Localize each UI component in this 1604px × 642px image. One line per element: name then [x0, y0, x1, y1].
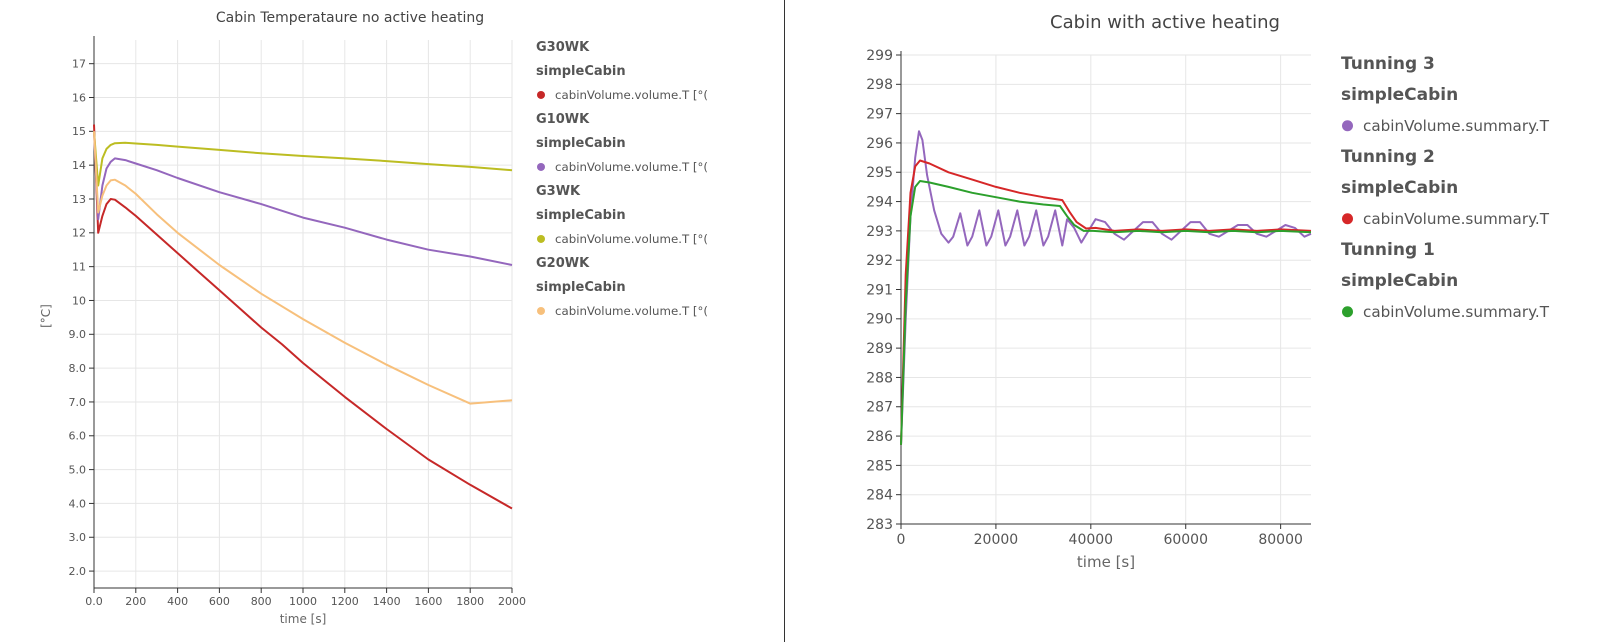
x-axis-label: time [s] — [280, 612, 327, 626]
legend[interactable]: Tunning 3 simpleCabin cabinVolume.summary.… — [1341, 54, 1550, 321]
y-tick-label: 295 — [866, 165, 893, 181]
series-line-2 — [93, 131, 513, 187]
plot-area: 0.0 200 400 600 800 1000 1200 1400 1600 1800 2000 2… — [69, 36, 526, 608]
y-tick-label: 16 — [72, 91, 86, 104]
y-tick-label: 10 — [72, 294, 86, 307]
y-tick-label: 294 — [866, 194, 893, 210]
legend-group-label: G3WK — [536, 184, 581, 199]
y-tick-label: 284 — [866, 488, 893, 504]
x-tick-label: 40000 — [1069, 532, 1114, 548]
y-tick-label: 4.0 — [69, 497, 87, 510]
legend-subgroup-label: simpleCabin — [536, 208, 626, 223]
y-tick-label: 297 — [866, 107, 893, 123]
y-tick-label: 291 — [866, 282, 893, 298]
legend[interactable]: G30WK simpleCabin cabinVolume.volume.T [°(… — [536, 40, 708, 318]
x-axis-label: time [s] — [1077, 553, 1135, 571]
y-tick-label: 285 — [866, 458, 893, 474]
y-tick-label: 286 — [866, 429, 893, 445]
y-tick-label: 296 — [866, 136, 893, 152]
x-tick-label: 60000 — [1163, 532, 1208, 548]
y-tick-label: 283 — [866, 517, 893, 533]
x-tick-label: 1400 — [373, 595, 401, 608]
y-axis-label: [°C] — [39, 304, 53, 328]
x-tick-label: 200 — [125, 595, 146, 608]
legend-marker[interactable] — [1342, 306, 1353, 318]
legend-subgroup-label: simpleCabin — [536, 64, 626, 79]
chart-no-active-heating: Cabin Temperataure no active heating [°C… — [39, 10, 708, 626]
legend-marker[interactable] — [537, 162, 545, 171]
legend-item-label[interactable]: cabinVolume.volume.T [°( — [555, 160, 708, 174]
chart-title: Cabin with active heating — [1050, 12, 1280, 33]
legend-marker[interactable] — [537, 234, 545, 243]
y-tick-label: 13 — [72, 193, 86, 206]
series-line-1 — [900, 159, 1312, 445]
x-tick-label: 80000 — [1258, 532, 1303, 548]
legend-item-label[interactable]: cabinVolume.summary.T — [1363, 117, 1550, 135]
legend-subgroup-label: simpleCabin — [536, 136, 626, 151]
x-tick-label: 1600 — [414, 595, 442, 608]
legend-group-label: Tunning 2 — [1341, 147, 1435, 167]
legend-item-label[interactable]: cabinVolume.volume.T [°( — [555, 232, 708, 246]
x-tick-label: 0 — [897, 532, 906, 548]
x-tick-label: 1800 — [456, 595, 484, 608]
chart-active-heating: Cabin with active heating time [s] 0 2000… — [866, 12, 1550, 571]
legend-marker[interactable] — [537, 306, 545, 315]
y-tick-label: 11 — [72, 260, 86, 273]
legend-marker[interactable] — [1342, 213, 1353, 225]
x-tick-label: 20000 — [974, 532, 1019, 548]
x-tick-label: 400 — [167, 595, 188, 608]
y-tick-label: 287 — [866, 400, 893, 416]
series-line-1 — [93, 131, 513, 266]
legend-marker[interactable] — [537, 90, 545, 99]
legend-subgroup-label: simpleCabin — [536, 280, 626, 295]
x-tick-label: 1200 — [331, 595, 359, 608]
legend-group-label: G20WK — [536, 256, 590, 271]
legend-item-label[interactable]: cabinVolume.summary.T — [1363, 210, 1550, 228]
legend-marker[interactable] — [1342, 120, 1353, 132]
y-tick-label: 289 — [866, 341, 893, 357]
x-tick-label: 800 — [251, 595, 272, 608]
y-tick-label: 8.0 — [69, 362, 87, 375]
x-tick-label: 0.0 — [85, 595, 103, 608]
y-tick-label: 17 — [72, 58, 86, 71]
legend-item-label[interactable]: cabinVolume.volume.T [°( — [555, 88, 708, 102]
y-tick-label: 290 — [866, 312, 893, 328]
legend-group-label: Tunning 3 — [1341, 54, 1435, 74]
y-tick-label: 293 — [866, 224, 893, 240]
legend-subgroup-label: simpleCabin — [1341, 271, 1458, 291]
y-tick-label: 5.0 — [69, 463, 87, 476]
series-line-3 — [93, 131, 513, 405]
y-tick-label: 3.0 — [69, 531, 87, 544]
legend-group-label: Tunning 1 — [1341, 240, 1435, 260]
legend-group-label: G30WK — [536, 40, 590, 55]
plot-area: 0 20000 40000 60000 80000 283 284 285 286 287 288 2… — [866, 48, 1312, 548]
series-line-2 — [900, 180, 1312, 445]
series-line-0 — [93, 124, 513, 510]
x-tick-label: 2000 — [498, 595, 526, 608]
y-tick-label: 9.0 — [69, 328, 87, 341]
y-tick-label: 288 — [866, 370, 893, 386]
x-tick-label: 600 — [209, 595, 230, 608]
legend-subgroup-label: simpleCabin — [1341, 178, 1458, 198]
y-tick-label: 14 — [72, 159, 86, 172]
series-line-0 — [900, 130, 1312, 445]
panel-divider — [784, 0, 785, 642]
y-tick-label: 2.0 — [69, 565, 87, 578]
y-tick-label: 7.0 — [69, 396, 87, 409]
legend-item-label[interactable]: cabinVolume.volume.T [°( — [555, 304, 708, 318]
y-tick-label: 12 — [72, 227, 86, 240]
x-tick-label: 1000 — [289, 595, 317, 608]
legend-subgroup-label: simpleCabin — [1341, 85, 1458, 105]
chart-title: Cabin Temperataure no active heating — [216, 10, 484, 26]
y-tick-label: 298 — [866, 77, 893, 93]
y-tick-label: 292 — [866, 253, 893, 269]
y-tick-label: 6.0 — [69, 430, 87, 443]
legend-item-label[interactable]: cabinVolume.summary.T — [1363, 303, 1550, 321]
y-tick-label: 299 — [866, 48, 893, 64]
legend-group-label: G10WK — [536, 112, 590, 127]
y-tick-label: 15 — [72, 125, 86, 138]
